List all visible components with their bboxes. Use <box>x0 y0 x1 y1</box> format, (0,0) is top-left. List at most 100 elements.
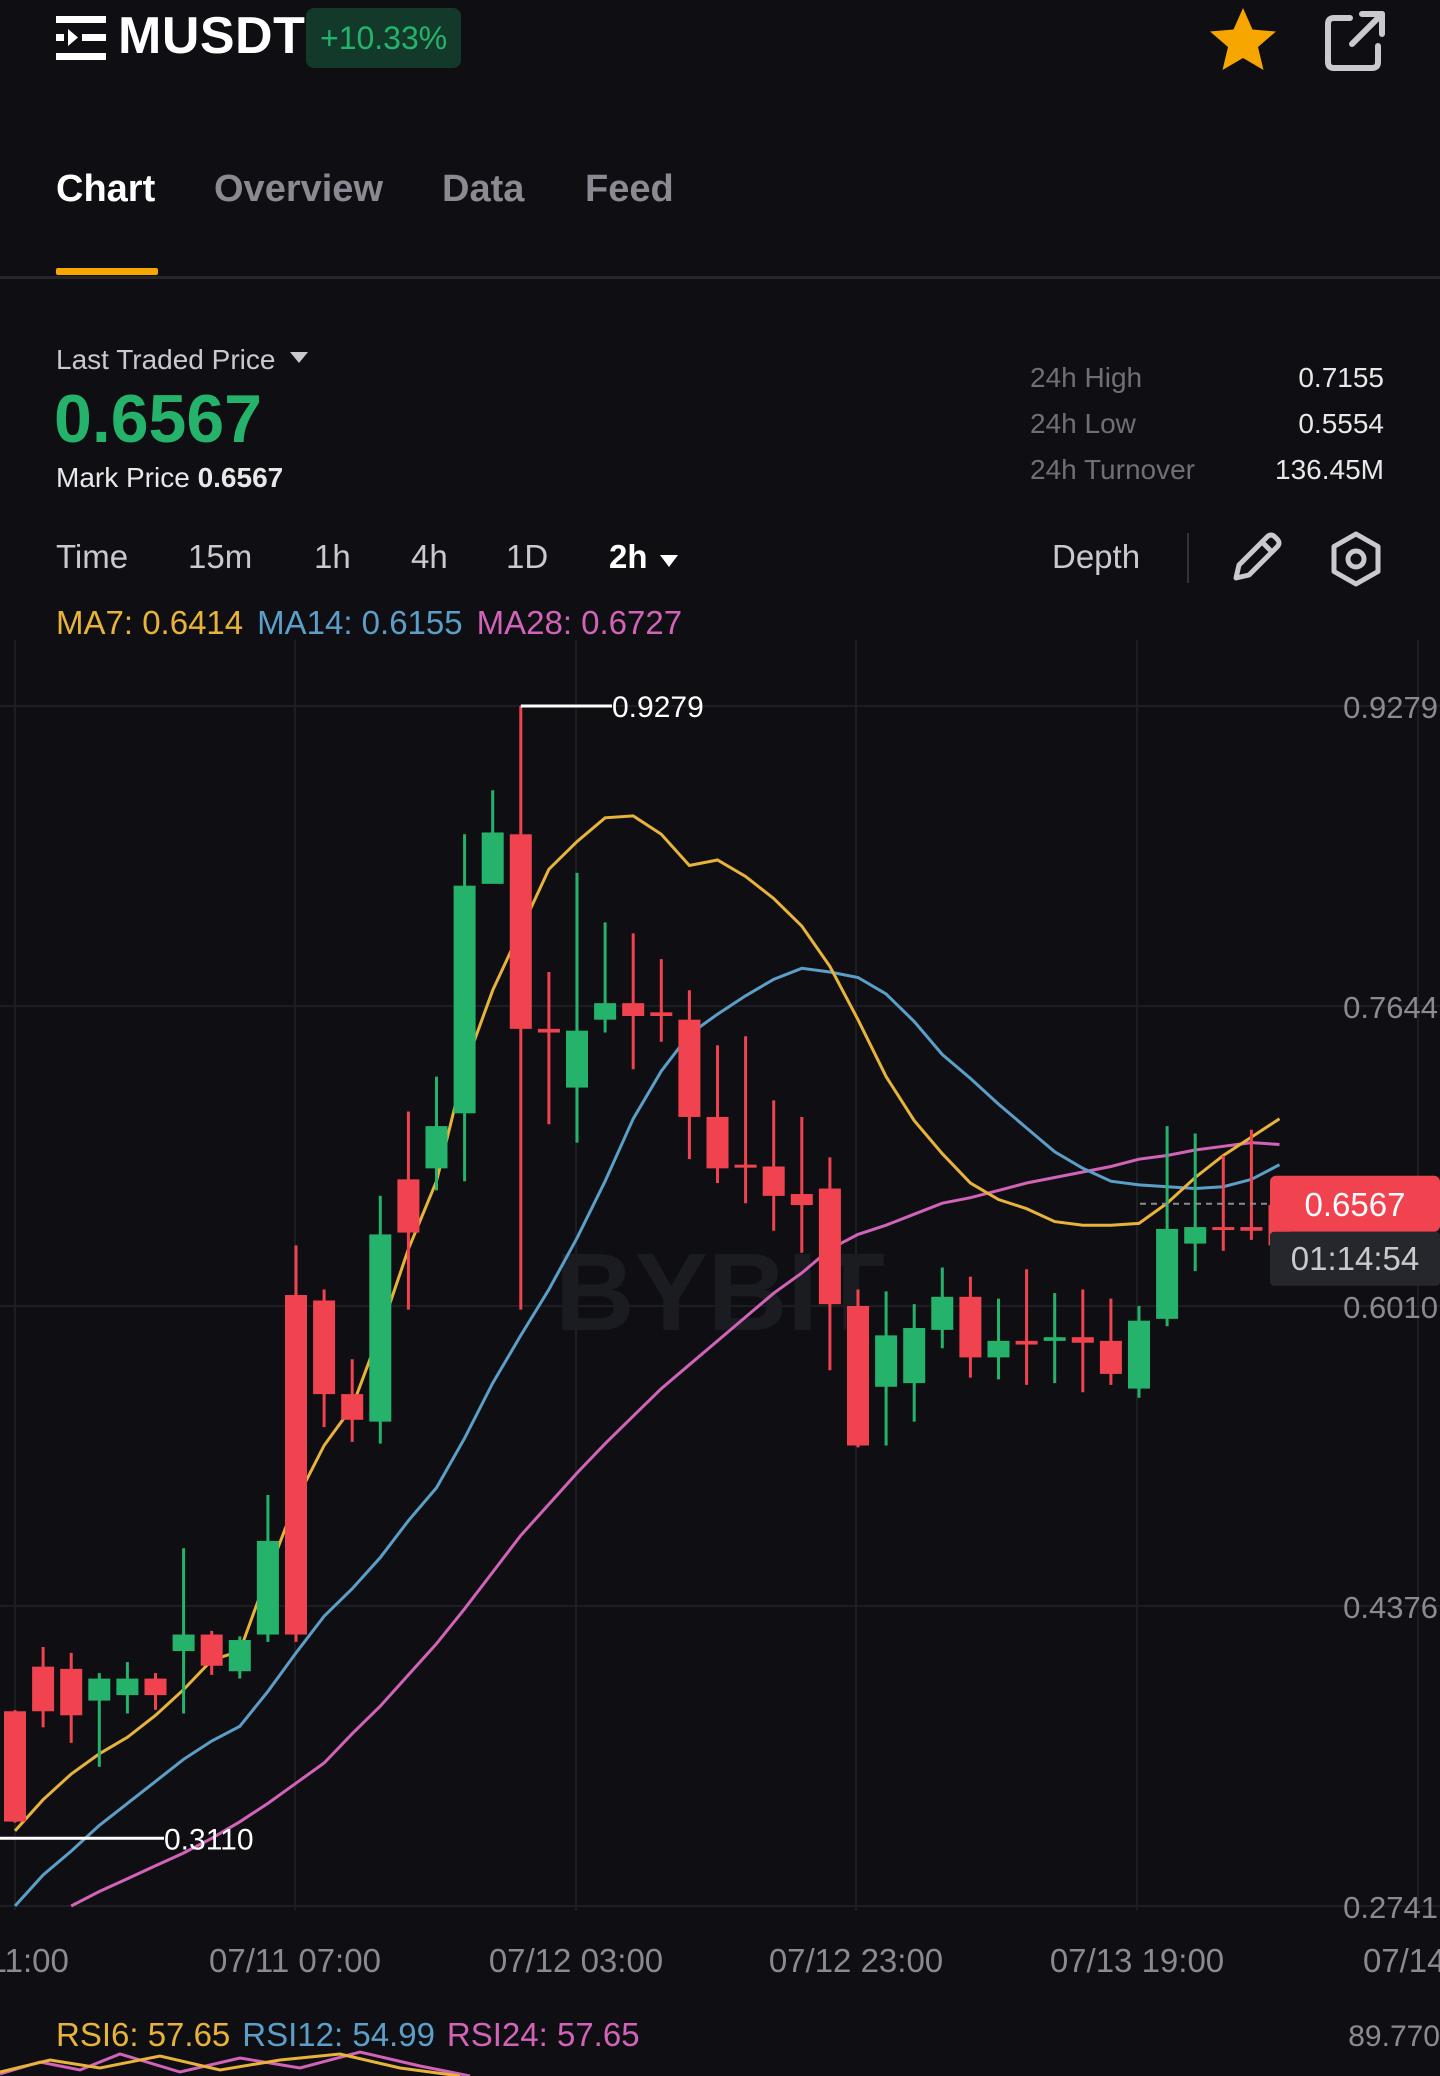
interval-selected[interactable]: 2h <box>609 538 648 575</box>
stat-24h-low-value: 0.5554 <box>1298 408 1384 439</box>
stat-24h-high-label: 24h High <box>1030 362 1143 393</box>
candle-body <box>256 1540 279 1635</box>
x-tick-label: 07/11 07:00 <box>209 1942 381 1979</box>
mark-price: Mark Price 0.6567 <box>56 462 283 494</box>
pencil-icon[interactable] <box>1230 530 1284 584</box>
candle-body <box>987 1340 1010 1358</box>
interval-15m[interactable]: 15m <box>188 538 253 575</box>
stat-24h-high-value: 0.7155 <box>1298 362 1384 393</box>
candle-body <box>734 1164 757 1168</box>
y-tick-label: 0.9279 <box>1343 690 1438 725</box>
interval-1h[interactable]: 1h <box>314 538 351 575</box>
rsi-legend: RSI6: 57.65 RSI12: 54.99 RSI24: 57.65 <box>56 2016 652 2054</box>
symbol-title[interactable]: MUSDT <box>118 7 306 65</box>
candle-body <box>228 1640 251 1672</box>
candle-body <box>425 1126 448 1169</box>
candle-body <box>762 1166 785 1196</box>
y-tick-label: 0.4376 <box>1343 1590 1438 1625</box>
candle-body <box>341 1394 364 1420</box>
candle-body <box>369 1234 392 1422</box>
tab-feed[interactable]: Feed <box>585 168 674 210</box>
candle-body <box>285 1294 307 1635</box>
ma28-line <box>70 1141 1280 1908</box>
candle-body <box>931 1296 954 1330</box>
candle-body <box>818 1188 841 1305</box>
candle-body <box>453 885 476 1114</box>
depth-button[interactable]: Depth <box>1052 538 1141 575</box>
rsi12-value: RSI12: 54.99 <box>242 2016 435 2053</box>
candle-body <box>566 1030 588 1088</box>
rsi-line <box>0 2050 471 2076</box>
menu-icon[interactable] <box>56 16 106 60</box>
share-icon[interactable] <box>1324 10 1386 72</box>
rsi-axis-value: 89.770 <box>1348 2020 1440 2053</box>
ma14-value: MA14: 0.6155 <box>257 604 463 641</box>
candle-body <box>1184 1227 1207 1244</box>
candle-body <box>847 1306 869 1446</box>
candle-body <box>594 1003 617 1020</box>
caret-down-icon[interactable] <box>290 352 308 363</box>
x-tick-label: 07/12 03:00 <box>489 1942 663 1979</box>
ma7-line <box>13 814 1281 1832</box>
ma28-value: MA28: 0.6727 <box>476 604 683 641</box>
star-icon[interactable] <box>1208 6 1278 72</box>
last-traded-price: 0.6567 <box>54 381 262 457</box>
candle-body <box>537 1028 560 1033</box>
min-price-label: 0.3110 <box>164 1823 254 1856</box>
tabs-divider <box>0 276 1440 279</box>
ma-legend: MA7: 0.6414 MA14: 0.6155 MA28: 0.6727 <box>56 604 696 642</box>
tab-overview[interactable]: Overview <box>214 168 383 210</box>
candle-body <box>706 1116 729 1169</box>
stat-24h-turnover-value: 136.45M <box>1275 454 1384 485</box>
candle-body <box>1128 1320 1150 1389</box>
y-tick-label: 0.2741 <box>1343 1890 1438 1925</box>
candle-body <box>88 1678 111 1701</box>
candle-body <box>1156 1228 1179 1319</box>
rsi-chart <box>0 2050 471 2076</box>
candle-body <box>903 1328 926 1384</box>
mark-price-value: 0.6567 <box>197 462 284 493</box>
tab-chart[interactable]: Chart <box>56 168 156 210</box>
y-tick-label: 0.6010 <box>1343 1290 1438 1325</box>
current-price-tag <box>1270 1175 1440 1232</box>
candle-body <box>200 1634 223 1666</box>
last-traded-price-selector[interactable]: Last Traded Price <box>56 344 276 375</box>
x-tick-label: 07/13 19:00 <box>1050 1942 1224 1979</box>
y-tick-label: 0.7644 <box>1343 990 1438 1025</box>
countdown-tag <box>1270 1231 1440 1286</box>
candle-body <box>790 1194 813 1206</box>
candle-body <box>1212 1227 1235 1231</box>
stat-24h-low-label: 24h Low <box>1030 408 1136 439</box>
gear-icon[interactable] <box>1328 530 1384 588</box>
candle-body <box>509 834 532 1029</box>
caret-down-icon[interactable] <box>660 555 678 567</box>
stat-24h-turnover-label: 24h Turnover <box>1030 454 1195 485</box>
active-tab-indicator <box>56 268 158 275</box>
rsi6-value: RSI6: 57.65 <box>56 2016 231 2053</box>
interval-4h[interactable]: 4h <box>411 538 448 575</box>
candle-body <box>650 1012 673 1017</box>
candle-body <box>622 1003 645 1017</box>
interval-1d[interactable]: 1D <box>506 538 549 575</box>
interval-time[interactable]: Time <box>56 538 129 575</box>
rsi24-value: RSI24: 57.65 <box>446 2016 640 2053</box>
rsi-line <box>0 2052 461 2076</box>
candle-body <box>1071 1337 1094 1343</box>
candle-body <box>678 1019 701 1117</box>
candle-body <box>481 832 504 884</box>
candle-body <box>116 1678 139 1696</box>
candle-body <box>959 1296 982 1358</box>
candle-body <box>4 1711 26 1822</box>
mark-price-label: Mark Price <box>56 462 190 493</box>
x-tick-label: 0 11:00 <box>0 1942 69 1979</box>
candle-body <box>875 1335 898 1387</box>
candle-body <box>313 1300 336 1395</box>
ma14-line <box>13 966 1281 1908</box>
candle-body <box>397 1179 420 1233</box>
candle-body <box>1015 1340 1038 1345</box>
tab-data[interactable]: Data <box>442 168 525 210</box>
candle-body <box>172 1634 195 1652</box>
candle-body <box>1240 1227 1263 1231</box>
price-change-badge: +10.33% <box>306 8 462 68</box>
